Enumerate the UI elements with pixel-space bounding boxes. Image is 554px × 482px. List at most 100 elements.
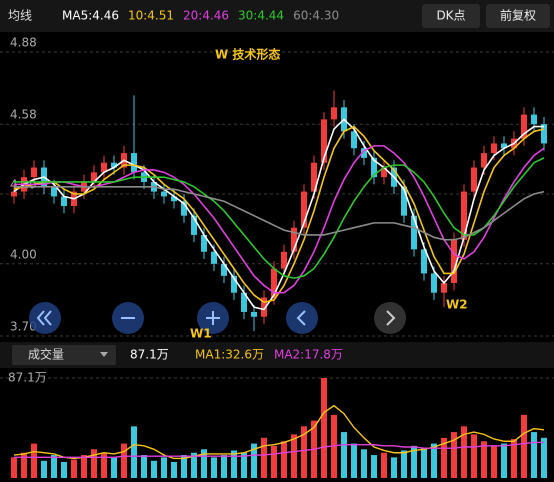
volume-bar	[321, 378, 327, 478]
volume-bar	[441, 437, 447, 478]
volume-bar	[351, 443, 357, 478]
volume-chart: 87.1万	[0, 371, 554, 478]
candle-body	[261, 297, 267, 317]
volume-bar	[391, 457, 397, 478]
volume-bar	[431, 443, 437, 478]
candle-body	[501, 143, 507, 149]
annotation: W2	[446, 298, 468, 312]
candle-body	[331, 107, 337, 120]
volume-bar	[101, 452, 107, 478]
volume-bar	[381, 452, 387, 478]
candle-body	[361, 148, 367, 158]
candle-body	[251, 311, 257, 317]
candle-body	[221, 263, 227, 276]
volume-bar	[161, 457, 167, 478]
legend-label: MA1:32.6万	[195, 348, 264, 362]
candle-body	[271, 268, 277, 298]
button[interactable]	[486, 4, 550, 28]
button-label[interactable]: DK点	[436, 9, 465, 23]
candle-body	[411, 215, 417, 250]
volume-bar	[371, 455, 377, 478]
candle-body	[541, 124, 547, 144]
volume-bar	[131, 426, 137, 478]
candle-body	[301, 191, 307, 228]
candle-body	[381, 167, 387, 178]
volume-bar	[531, 432, 537, 478]
nav-button[interactable]	[286, 302, 318, 334]
icon	[296, 310, 306, 326]
volume-bar	[11, 457, 17, 478]
candle-body	[51, 186, 57, 197]
candle-body	[461, 191, 467, 240]
volume-bar	[71, 459, 77, 478]
candle-body	[481, 153, 487, 168]
candle-body	[441, 283, 447, 293]
dropdown-arrow	[100, 352, 108, 357]
legend-label: 30:4.44	[238, 9, 284, 23]
volume-bar	[421, 448, 427, 478]
volume-ma-line	[13, 404, 545, 460]
candle-body	[371, 157, 377, 178]
volume-bar	[91, 449, 97, 478]
volume-bar	[181, 455, 187, 478]
dropdown[interactable]	[12, 345, 116, 365]
icon	[43, 310, 52, 326]
dropdown-label[interactable]: 成交量	[28, 347, 64, 362]
volume-bar	[41, 460, 47, 478]
volume-bar	[291, 434, 297, 478]
volume-bar	[341, 432, 347, 478]
candle-body	[201, 234, 207, 252]
volume-value: 87.1万	[130, 348, 169, 362]
candle-body	[431, 273, 437, 293]
volume-bar	[241, 452, 247, 478]
volume-bar	[411, 445, 417, 478]
legend-label: 60:4.30	[293, 9, 339, 23]
volume-bar	[21, 452, 27, 478]
y-tick-label: 4.88	[10, 36, 37, 50]
volume-bar	[111, 457, 117, 478]
candle-body	[211, 251, 217, 264]
candle-body	[231, 275, 237, 293]
price-chart: 4.884.584.294.003.70	[0, 36, 554, 337]
candle-body	[421, 249, 427, 274]
candle-body	[471, 167, 477, 192]
ma-line	[14, 157, 545, 280]
volume-bar	[451, 432, 457, 478]
candle-body	[131, 153, 137, 173]
volume-ma-line	[14, 441, 544, 459]
candle-body	[401, 186, 407, 216]
volume-bar	[251, 443, 257, 478]
nav-button[interactable]	[374, 302, 406, 334]
candle-body	[31, 167, 37, 178]
candle-body	[321, 119, 327, 163]
annotation: W1	[190, 327, 212, 341]
volume-bar	[191, 452, 197, 478]
candle-body	[161, 191, 167, 197]
nav-buttons	[29, 302, 406, 334]
candle-body	[111, 162, 117, 168]
toolbar-label: 均线	[8, 9, 32, 23]
candle-body	[181, 201, 187, 216]
volume-bar	[81, 455, 87, 478]
legend-label: MA2:17.8万	[274, 348, 343, 362]
legend-label: 20:4.46	[183, 9, 229, 23]
volume-bar	[231, 450, 237, 478]
candle-body	[91, 172, 97, 182]
y-tick-label: 87.1万	[8, 371, 47, 385]
volume-bar	[521, 414, 527, 478]
chart-title: W 技术形态	[215, 47, 280, 62]
button-label[interactable]: 前复权	[500, 8, 536, 23]
volume-bar	[501, 443, 507, 478]
volume-bar	[491, 445, 497, 478]
volume-bar	[201, 449, 207, 478]
legend-label: MA5:4.46	[62, 9, 119, 23]
ma-line	[13, 118, 544, 311]
volume-bar	[461, 426, 467, 478]
candle-body	[241, 292, 247, 312]
candle-body	[521, 114, 527, 139]
volume-bar	[481, 441, 487, 478]
volume-bar	[61, 461, 67, 478]
volume-bar	[271, 445, 277, 478]
button[interactable]	[422, 4, 480, 28]
candle-body	[11, 191, 17, 197]
